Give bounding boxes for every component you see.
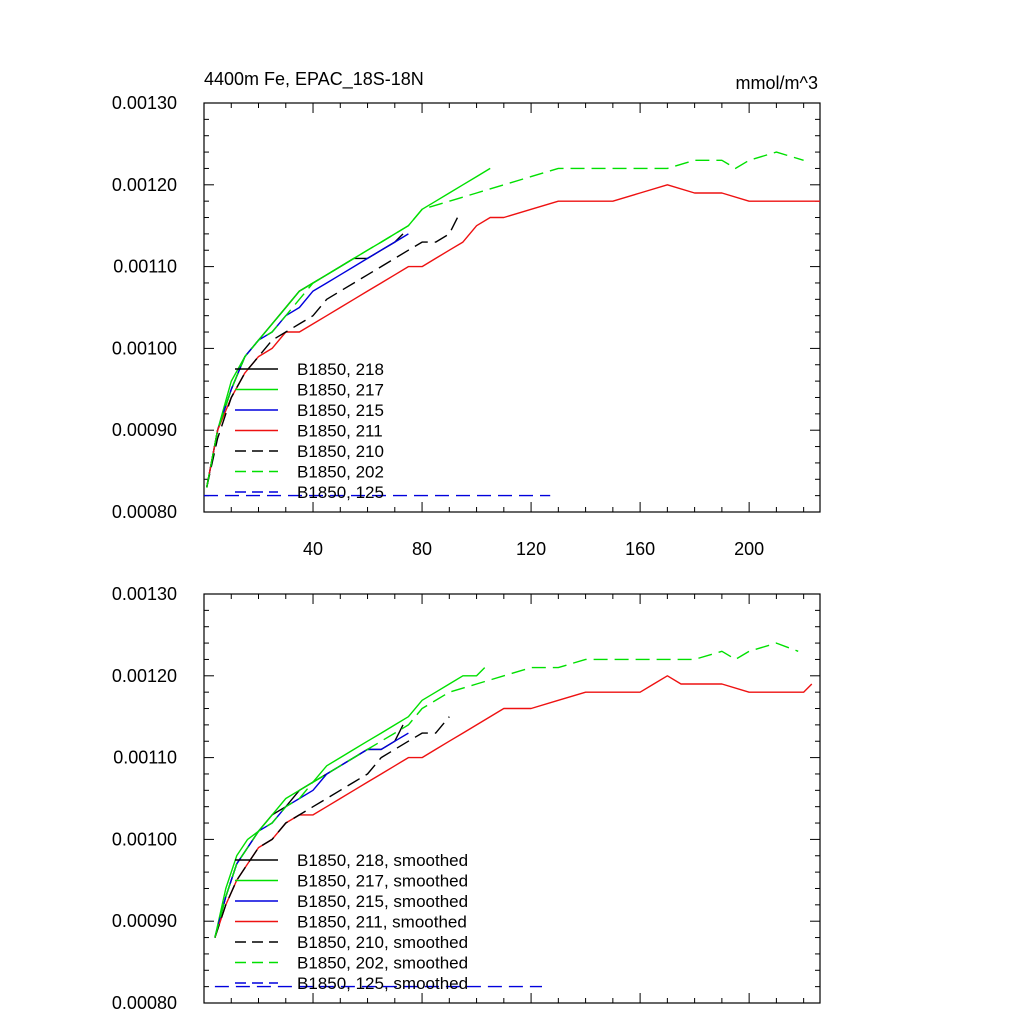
bottom-panel: 0.00080 0.00090 0.00100 0.00110 0.00120 0.001… <box>112 584 821 1013</box>
top-legend-label: B1850, 125 <box>297 483 384 502</box>
top-series-group <box>204 151 820 497</box>
bottom-y-tick-label: 0.00080 <box>112 993 177 1013</box>
bottom-y-tick-label: 0.00090 <box>112 911 177 931</box>
chart-title: 4400m Fe, EPAC_18S-18N <box>204 69 424 90</box>
bottom-y-tick-label: 0.00110 <box>113 748 177 768</box>
bottom-series-line-5 <box>214 642 799 938</box>
top-series-line-5 <box>206 151 804 488</box>
top-legend-label: B1850, 218 <box>297 360 384 379</box>
bottom-series-group <box>214 642 813 988</box>
top-legend-label: B1850, 215 <box>297 401 384 420</box>
top-legend-label: B1850, 210 <box>297 442 384 461</box>
bottom-legend-label: B1850, 217, smoothed <box>297 872 468 891</box>
top-x-tick-label: 200 <box>734 539 764 559</box>
bottom-legend-label: B1850, 211, smoothed <box>297 913 467 932</box>
bottom-legend-label: B1850, 218, smoothed <box>297 851 468 870</box>
top-y-tick-label: 0.00080 <box>112 502 177 522</box>
bottom-plot-frame <box>203 593 821 1004</box>
bottom-legend-label: B1850, 215, smoothed <box>297 892 468 911</box>
bottom-legend-label: B1850, 202, smoothed <box>297 954 468 973</box>
top-x-tick-label: 120 <box>516 539 546 559</box>
bottom-legend-label: B1850, 125, smoothed <box>297 974 468 993</box>
top-series-line-4 <box>206 217 459 488</box>
top-legend-label: B1850, 211 <box>297 422 383 441</box>
top-x-tick-label: 80 <box>412 539 432 559</box>
bottom-y-tick-label: 0.00120 <box>112 666 177 686</box>
top-legend-label: B1850, 202 <box>297 463 384 482</box>
top-y-tick-label: 0.00130 <box>112 93 177 113</box>
bottom-series-line-4 <box>214 716 450 938</box>
top-y-tick-label: 0.00120 <box>112 175 177 195</box>
top-x-tick-label: 160 <box>625 539 655 559</box>
units-label: mmol/m^3 <box>736 73 818 93</box>
top-y-tick-label: 0.00100 <box>112 338 177 358</box>
top-legend-label: B1850, 217 <box>297 381 384 400</box>
top-x-tick-label: 40 <box>303 539 323 559</box>
bottom-series-line-1 <box>214 667 486 938</box>
top-series-line-3 <box>206 184 820 488</box>
bottom-legend-label: B1850, 210, smoothed <box>297 933 468 952</box>
bottom-y-tick-label: 0.00130 <box>112 584 177 604</box>
top-panel: 0.00080 0.00090 0.00100 0.00110 0.00120 0.001… <box>112 69 821 559</box>
top-plot-frame <box>203 102 821 513</box>
top-y-tick-label: 0.00090 <box>112 420 177 440</box>
top-series-line-2 <box>206 233 409 488</box>
top-y-tick-label: 0.00110 <box>113 257 177 277</box>
bottom-y-tick-label: 0.00100 <box>112 829 177 849</box>
